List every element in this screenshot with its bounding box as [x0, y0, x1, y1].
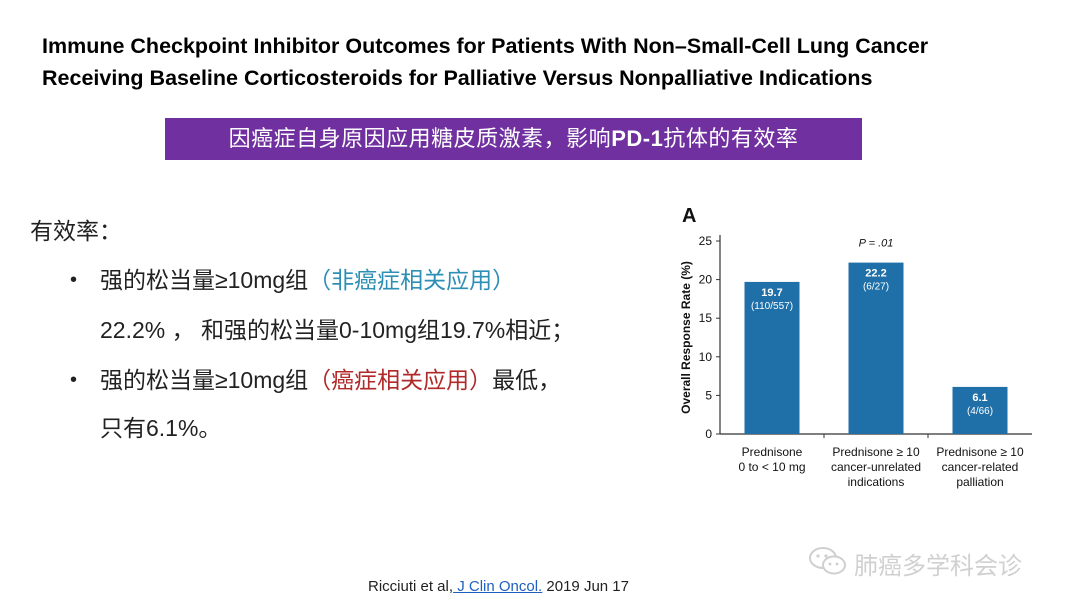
bullet-2-part-a: 强的松当量≥10mg组 [100, 367, 309, 393]
bullet-1-continuation: 22.2% ， 和强的松当量0-10mg组19.7%相近； [100, 317, 575, 343]
y-axis-label-group: Overall Response Rate (%) [679, 261, 693, 414]
citation-suffix: 2019 Jun 17 [542, 578, 629, 595]
x-category-label: 0 to < 10 mg [738, 460, 805, 474]
x-category-label: palliation [956, 475, 1003, 489]
bullet-1-part-a: 强的松当量≥10mg组 [100, 267, 309, 293]
y-tick-label: 15 [699, 311, 713, 325]
y-tick-label: 5 [705, 388, 712, 402]
banner-text-bold: PD-1 [611, 126, 664, 151]
x-category-label: indications [848, 475, 905, 489]
x-category-label: cancer-unrelated [831, 460, 921, 474]
bar-count-label: (6/27) [863, 282, 889, 293]
slide-title: Immune Checkpoint Inhibitor Outcomes for… [42, 30, 1052, 94]
bar [744, 281, 800, 434]
x-category-label: Prednisone [742, 445, 803, 459]
bullet-1-text: 强的松当量≥10mg组（非癌症相关应用） [100, 264, 515, 296]
bar-chart-svg: A Overall Response Rate (%) 0 5 10 15 20 25 Pr… [679, 205, 1032, 489]
bar-count-label: (4/66) [967, 406, 993, 417]
y-tick-label: 25 [699, 234, 713, 248]
bar-value-label: 6.1 [972, 392, 987, 404]
y-tick-label: 20 [699, 273, 713, 287]
bar-chart: A Overall Response Rate (%) 0 5 10 15 20 25 Pr… [660, 196, 1060, 506]
y-tick-label: 10 [699, 350, 713, 364]
banner-text-post: 抗体的有效率 [663, 126, 799, 151]
x-category-label: cancer-related [942, 460, 1019, 474]
chart-bars: 19.7 (110/557) 22.2 (6/27) 6.1 (4/66) [744, 262, 1008, 434]
citation: Ricciuti et al, J Clin Oncol. 2019 Jun 1… [368, 578, 629, 595]
wechat-icon [809, 547, 846, 575]
citation-prefix: Ricciuti et al, [368, 578, 454, 595]
y-axis-label: Overall Response Rate (%) [679, 261, 693, 414]
bar-count-label: (110/557) [751, 301, 793, 312]
p-value-annotation: P = .01 [859, 238, 894, 250]
bar-value-label: 19.7 [761, 287, 782, 299]
title-line-2: Receiving Baseline Corticosteroids for P… [42, 66, 873, 90]
bar [952, 386, 1008, 434]
title-line-1: Immune Checkpoint Inhibitor Outcomes for… [42, 34, 929, 58]
bullet-dot: • [70, 269, 78, 291]
banner-text-pre: 因癌症自身原因应用糖皮质激素，影响 [228, 126, 612, 151]
bullet-2-continuation: 只有6.1%。 [100, 415, 222, 441]
purple-banner: 因癌症自身原因应用糖皮质激素，影响PD-1抗体的有效率 [165, 118, 862, 160]
x-category-label: Prednisone ≥ 10 [832, 445, 920, 459]
bar-value-label: 22.2 [865, 268, 886, 280]
watermark-text: 肺癌多学科会诊 [854, 553, 1022, 580]
bullet-2-text: 强的松当量≥10mg组（癌症相关应用）最低， [100, 364, 561, 396]
x-category-label: Prednisone ≥ 10 [936, 445, 1024, 459]
citation-journal-link[interactable]: J Clin Oncol. [453, 578, 543, 595]
bullet-dot: • [70, 369, 78, 391]
bullet-2-part-c: 最低， [492, 367, 562, 393]
y-tick-label: 0 [705, 427, 712, 441]
content-heading: 有效率： [30, 218, 122, 244]
panel-label: A [682, 205, 696, 227]
bullet-2-part-b: （癌症相关应用） [308, 367, 493, 393]
bar [848, 262, 904, 434]
bullet-1-part-b: （非癌症相关应用） [308, 267, 516, 293]
